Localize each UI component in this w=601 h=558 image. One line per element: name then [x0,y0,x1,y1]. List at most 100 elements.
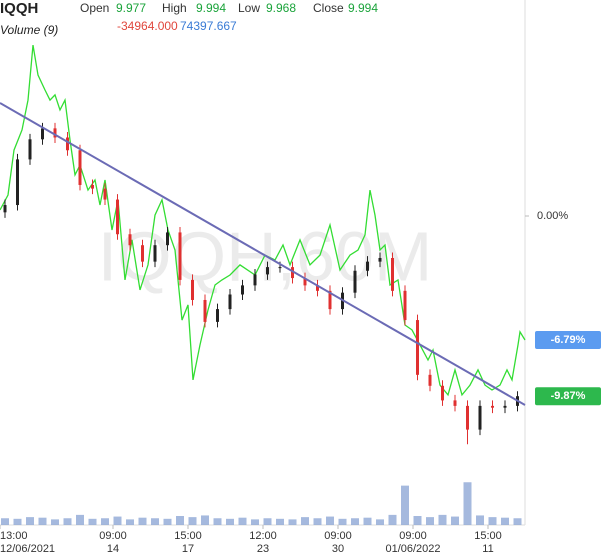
symbol: IQQH [0,0,38,17]
x-tick-date: 23 [257,543,269,555]
candle-body [453,400,457,406]
last-value-badge [535,330,601,349]
x-tick-date: 01/06/2022 [385,543,440,555]
volume-bar [301,517,309,525]
volume-bar [88,518,97,525]
x-tick-label: 15:00 [474,530,502,542]
volume-bar [376,519,384,525]
candle-body [328,290,332,310]
volume-bar [363,517,372,525]
candle-body [491,405,494,408]
volume-bar [188,517,197,525]
volume-bar [51,519,59,525]
legend-label: High [162,1,187,15]
volume-bar [276,518,284,525]
volume-bar [338,518,347,525]
candle-body [503,405,507,408]
x-tick-date: 12/06/2021 [0,543,55,555]
volume-bar [101,518,109,525]
volume-bar [413,516,422,525]
volume-bar [113,516,122,525]
volume-bar [263,518,272,525]
volume-bar [388,514,397,525]
x-tick-label: 12:00 [249,530,277,542]
volume-bar [451,516,459,525]
indicator-value: -34964.000 [117,19,178,33]
candle-body [41,128,44,140]
x-tick-date: 17 [182,543,194,555]
candle-body [91,184,94,189]
indicator-name: Volume (9) [0,23,58,37]
volume-bar [38,517,47,525]
volume-bar [251,519,259,525]
last-value-label: -9.87% [551,390,586,402]
candle-body [466,405,469,430]
candle-body [28,139,32,160]
volume-bar [463,482,472,525]
candle-body [391,257,394,291]
last-value-badge [535,387,601,406]
candle-body [153,245,157,262]
x-tick-label: 13:00 [0,530,28,542]
volume-bar [176,516,184,525]
volume-bar [488,517,497,525]
candle-body [78,150,82,185]
candle-body [216,309,219,322]
candle-body [378,257,382,262]
x-tick-date: 14 [107,543,119,555]
legend-value: 9.994 [196,1,226,15]
volume-bar [351,518,359,525]
volume-bar [163,518,172,525]
volume-bar [513,518,522,525]
volume-bar [401,485,409,525]
candle-body [16,159,19,206]
volume-bar [13,518,22,525]
volume-bar [126,519,134,525]
candle-body [266,267,269,275]
candle-body [228,294,232,310]
candle-body [116,199,119,235]
candle-body [291,267,294,279]
volume-bar [438,514,447,525]
volume-bar [288,519,297,525]
volume-bar [1,518,9,525]
candle-body [128,234,132,246]
volume-bar [238,517,247,525]
trend-line [0,102,526,406]
volume-bar [226,518,234,525]
candle-body [428,374,432,386]
y-tick-label: 0.00% [537,210,568,222]
candle-body [478,405,482,430]
candle-body [253,274,257,286]
volume-bar [326,516,334,525]
x-tick-label: 15:00 [174,530,202,542]
candle-body [53,128,57,138]
volume-bar [151,518,159,525]
legend-value: 9.968 [266,1,296,15]
candle-body [316,285,319,291]
candle-body [303,278,307,286]
x-tick-date: 30 [332,543,344,555]
legend-label: Open [80,1,109,15]
volume-bar [426,517,434,525]
candle-body [278,267,282,269]
candle-body [416,320,419,375]
candle-body [141,245,144,262]
candle-body [178,232,182,280]
legend-label: Low [238,1,260,15]
x-tick-date: 11 [482,543,493,555]
volume-bar [213,518,222,525]
x-tick-label: 09:00 [99,530,127,542]
volume-bar [76,514,84,525]
legend-label: Close [313,1,344,15]
volume-bar [476,515,484,525]
candle-body [203,299,207,322]
volume-bar [26,517,34,525]
volume-bar [63,518,72,525]
candle-body [3,205,7,213]
candle-body [241,285,244,295]
volume-bar [138,517,147,525]
indicator-value: 74397.667 [180,19,237,33]
candle-body [403,290,407,321]
